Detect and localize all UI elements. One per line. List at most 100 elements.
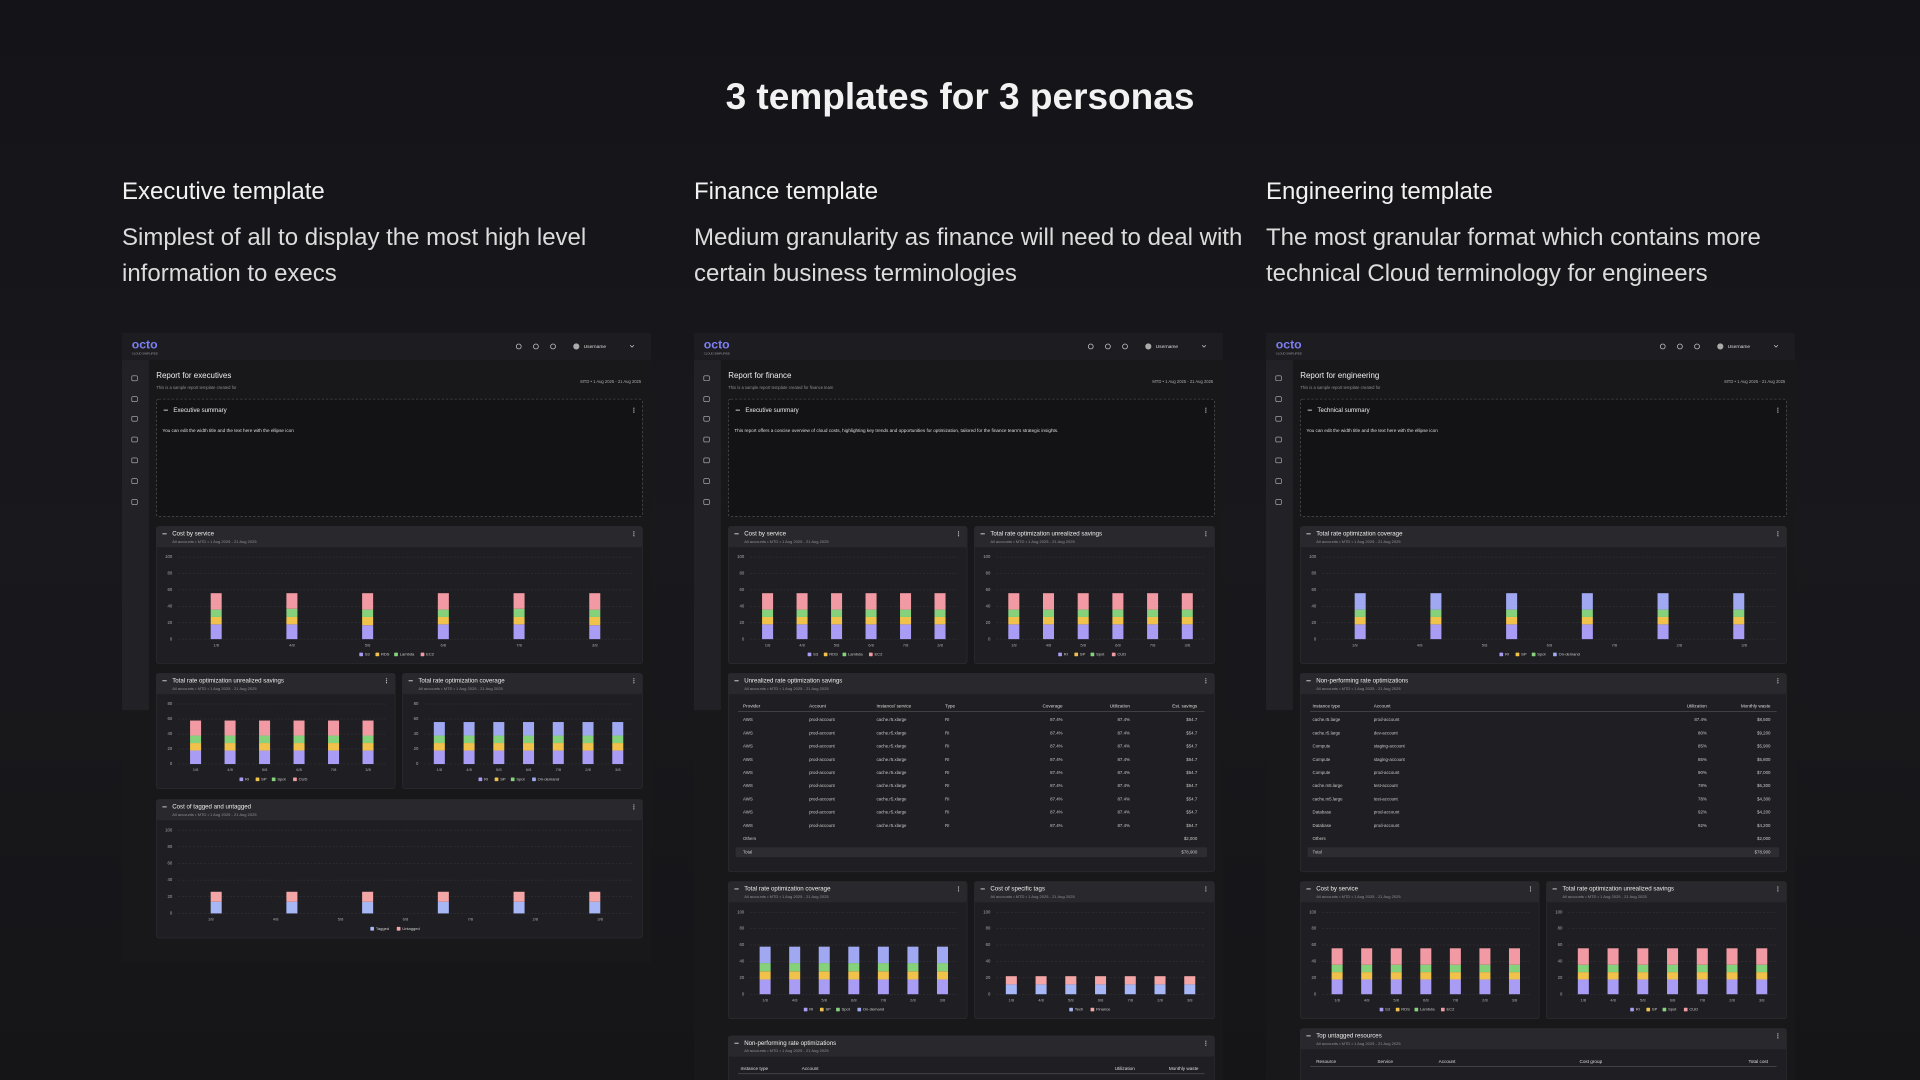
x-tick-label: 1/8 (437, 767, 443, 772)
bar-segment (1581, 624, 1593, 640)
summary-title: Executive summary (745, 407, 799, 414)
x-tick-label: 6/8 (851, 997, 857, 1002)
sidebar-icon (703, 415, 710, 422)
legend-label: Lambda (400, 652, 415, 657)
y-tick-label: 80 (167, 571, 172, 576)
table-cell: 87.4% (1117, 796, 1130, 801)
template-column: Finance template Medium granularity as fi… (694, 178, 1254, 292)
table-cell: 87.4% (1050, 757, 1063, 762)
menu-icon (1205, 1042, 1207, 1044)
x-tick-label: 3/8 (1741, 642, 1747, 647)
sidebar-icon (1275, 457, 1282, 464)
bar-segment (877, 946, 889, 964)
bar-segment (831, 624, 843, 640)
bar-segment (328, 750, 340, 765)
table-cell: prod-account (1374, 770, 1400, 775)
bar-segment (589, 891, 601, 902)
bar-segment (1667, 964, 1679, 973)
x-tick-label: 3/8 (1759, 997, 1765, 1002)
bar-segment (1607, 972, 1619, 980)
menu-icon (1777, 1037, 1779, 1039)
column-header: Instance type (741, 1066, 769, 1071)
y-tick-label: 60 (739, 587, 744, 592)
bar-segment (1657, 624, 1669, 640)
bar-segment (1181, 593, 1193, 610)
bar-segment (934, 609, 946, 617)
table-cell: $54.7 (1186, 796, 1198, 801)
x-tick-label: 2/8 (585, 767, 591, 772)
table-cell: AWS (743, 757, 753, 762)
bar-segment (1035, 984, 1047, 995)
y-tick-label: 100 (1555, 909, 1563, 914)
legend-label: On-demand (1559, 652, 1580, 657)
legend-label: S3 (813, 652, 819, 657)
bar-segment (1181, 624, 1193, 640)
table-cell: Compute (1313, 757, 1331, 762)
widget-title: Total rate optimization coverage (1316, 530, 1403, 537)
x-tick-label: 1/8 (193, 767, 199, 772)
bar-segment (362, 743, 374, 751)
bar-segment (759, 963, 771, 972)
bar-segment (1077, 593, 1089, 610)
legend-swatch (1646, 1007, 1651, 1012)
y-tick-label: 20 (1558, 975, 1563, 980)
x-tick-label: 1/8 (1009, 997, 1015, 1002)
bar-segment (210, 891, 222, 902)
report-period: MTD • 1 Aug 2025 - 21 Aug 2025 (1152, 379, 1214, 384)
bar-segment (934, 593, 946, 610)
column-header: Resource (1316, 1059, 1336, 1064)
table-cell: 87.4% (1117, 783, 1130, 788)
bar-segment (1508, 964, 1521, 973)
bar-segment (286, 624, 298, 640)
menu-icon (1777, 890, 1779, 892)
user-menu-chevron (1201, 344, 1207, 348)
widget-header (1546, 881, 1787, 903)
bar-segment (1637, 979, 1649, 995)
y-tick-label: 60 (986, 587, 991, 592)
bar-segment (1607, 964, 1619, 973)
menu-icon (633, 531, 635, 533)
menu-icon (1777, 888, 1779, 890)
avatar (1145, 343, 1152, 350)
y-tick-label: 40 (1311, 603, 1316, 608)
sidebar-icon (1275, 499, 1282, 505)
column-header: Provider (743, 704, 761, 709)
bar-segment (1112, 624, 1124, 640)
x-tick-label: 4/8 (1417, 642, 1423, 647)
bar-segment (1506, 616, 1518, 625)
widget-title: Cost by service (172, 530, 214, 537)
table-cell: 87.4% (1117, 770, 1130, 775)
bar-segment (1657, 616, 1669, 625)
bar-segment (463, 735, 475, 744)
x-tick-label: 2/8 (1482, 997, 1488, 1002)
sidebar-icon (1275, 375, 1282, 382)
legend-label: Finance (1096, 1007, 1111, 1012)
bar-segment (1390, 979, 1402, 995)
menu-icon (1205, 678, 1207, 680)
x-tick-label: 4/8 (1038, 997, 1044, 1002)
bar-segment (907, 963, 919, 972)
y-tick-label: 0 (742, 991, 745, 996)
table-cell: cache.r5.xlarge (876, 823, 907, 828)
toolbar-icon (1087, 343, 1094, 350)
bar-segment (1733, 624, 1745, 640)
widget-title: Total rate optimization unrealized savin… (1562, 886, 1674, 893)
x-tick-label: 7/8 (1150, 642, 1156, 647)
bar-segment (437, 624, 449, 640)
bar-segment (1077, 616, 1089, 625)
y-tick-label: 20 (167, 620, 172, 625)
table-cell: test-account (1374, 796, 1399, 801)
widget-group: Unrealized rate optimization savings All … (727, 673, 1215, 873)
bar-segment (1420, 964, 1432, 973)
widget-header (974, 881, 1215, 903)
legend-swatch (494, 777, 499, 782)
table-cell: 87.4% (1117, 810, 1130, 815)
legend-label: EC2 (426, 652, 435, 657)
widget-group: Total rate optimization coverage All acco… (402, 673, 643, 789)
menu-icon (1529, 886, 1532, 888)
y-tick-label: 20 (167, 746, 172, 751)
menu-icon (957, 890, 960, 892)
table-cell: 87.4% (1050, 717, 1063, 722)
